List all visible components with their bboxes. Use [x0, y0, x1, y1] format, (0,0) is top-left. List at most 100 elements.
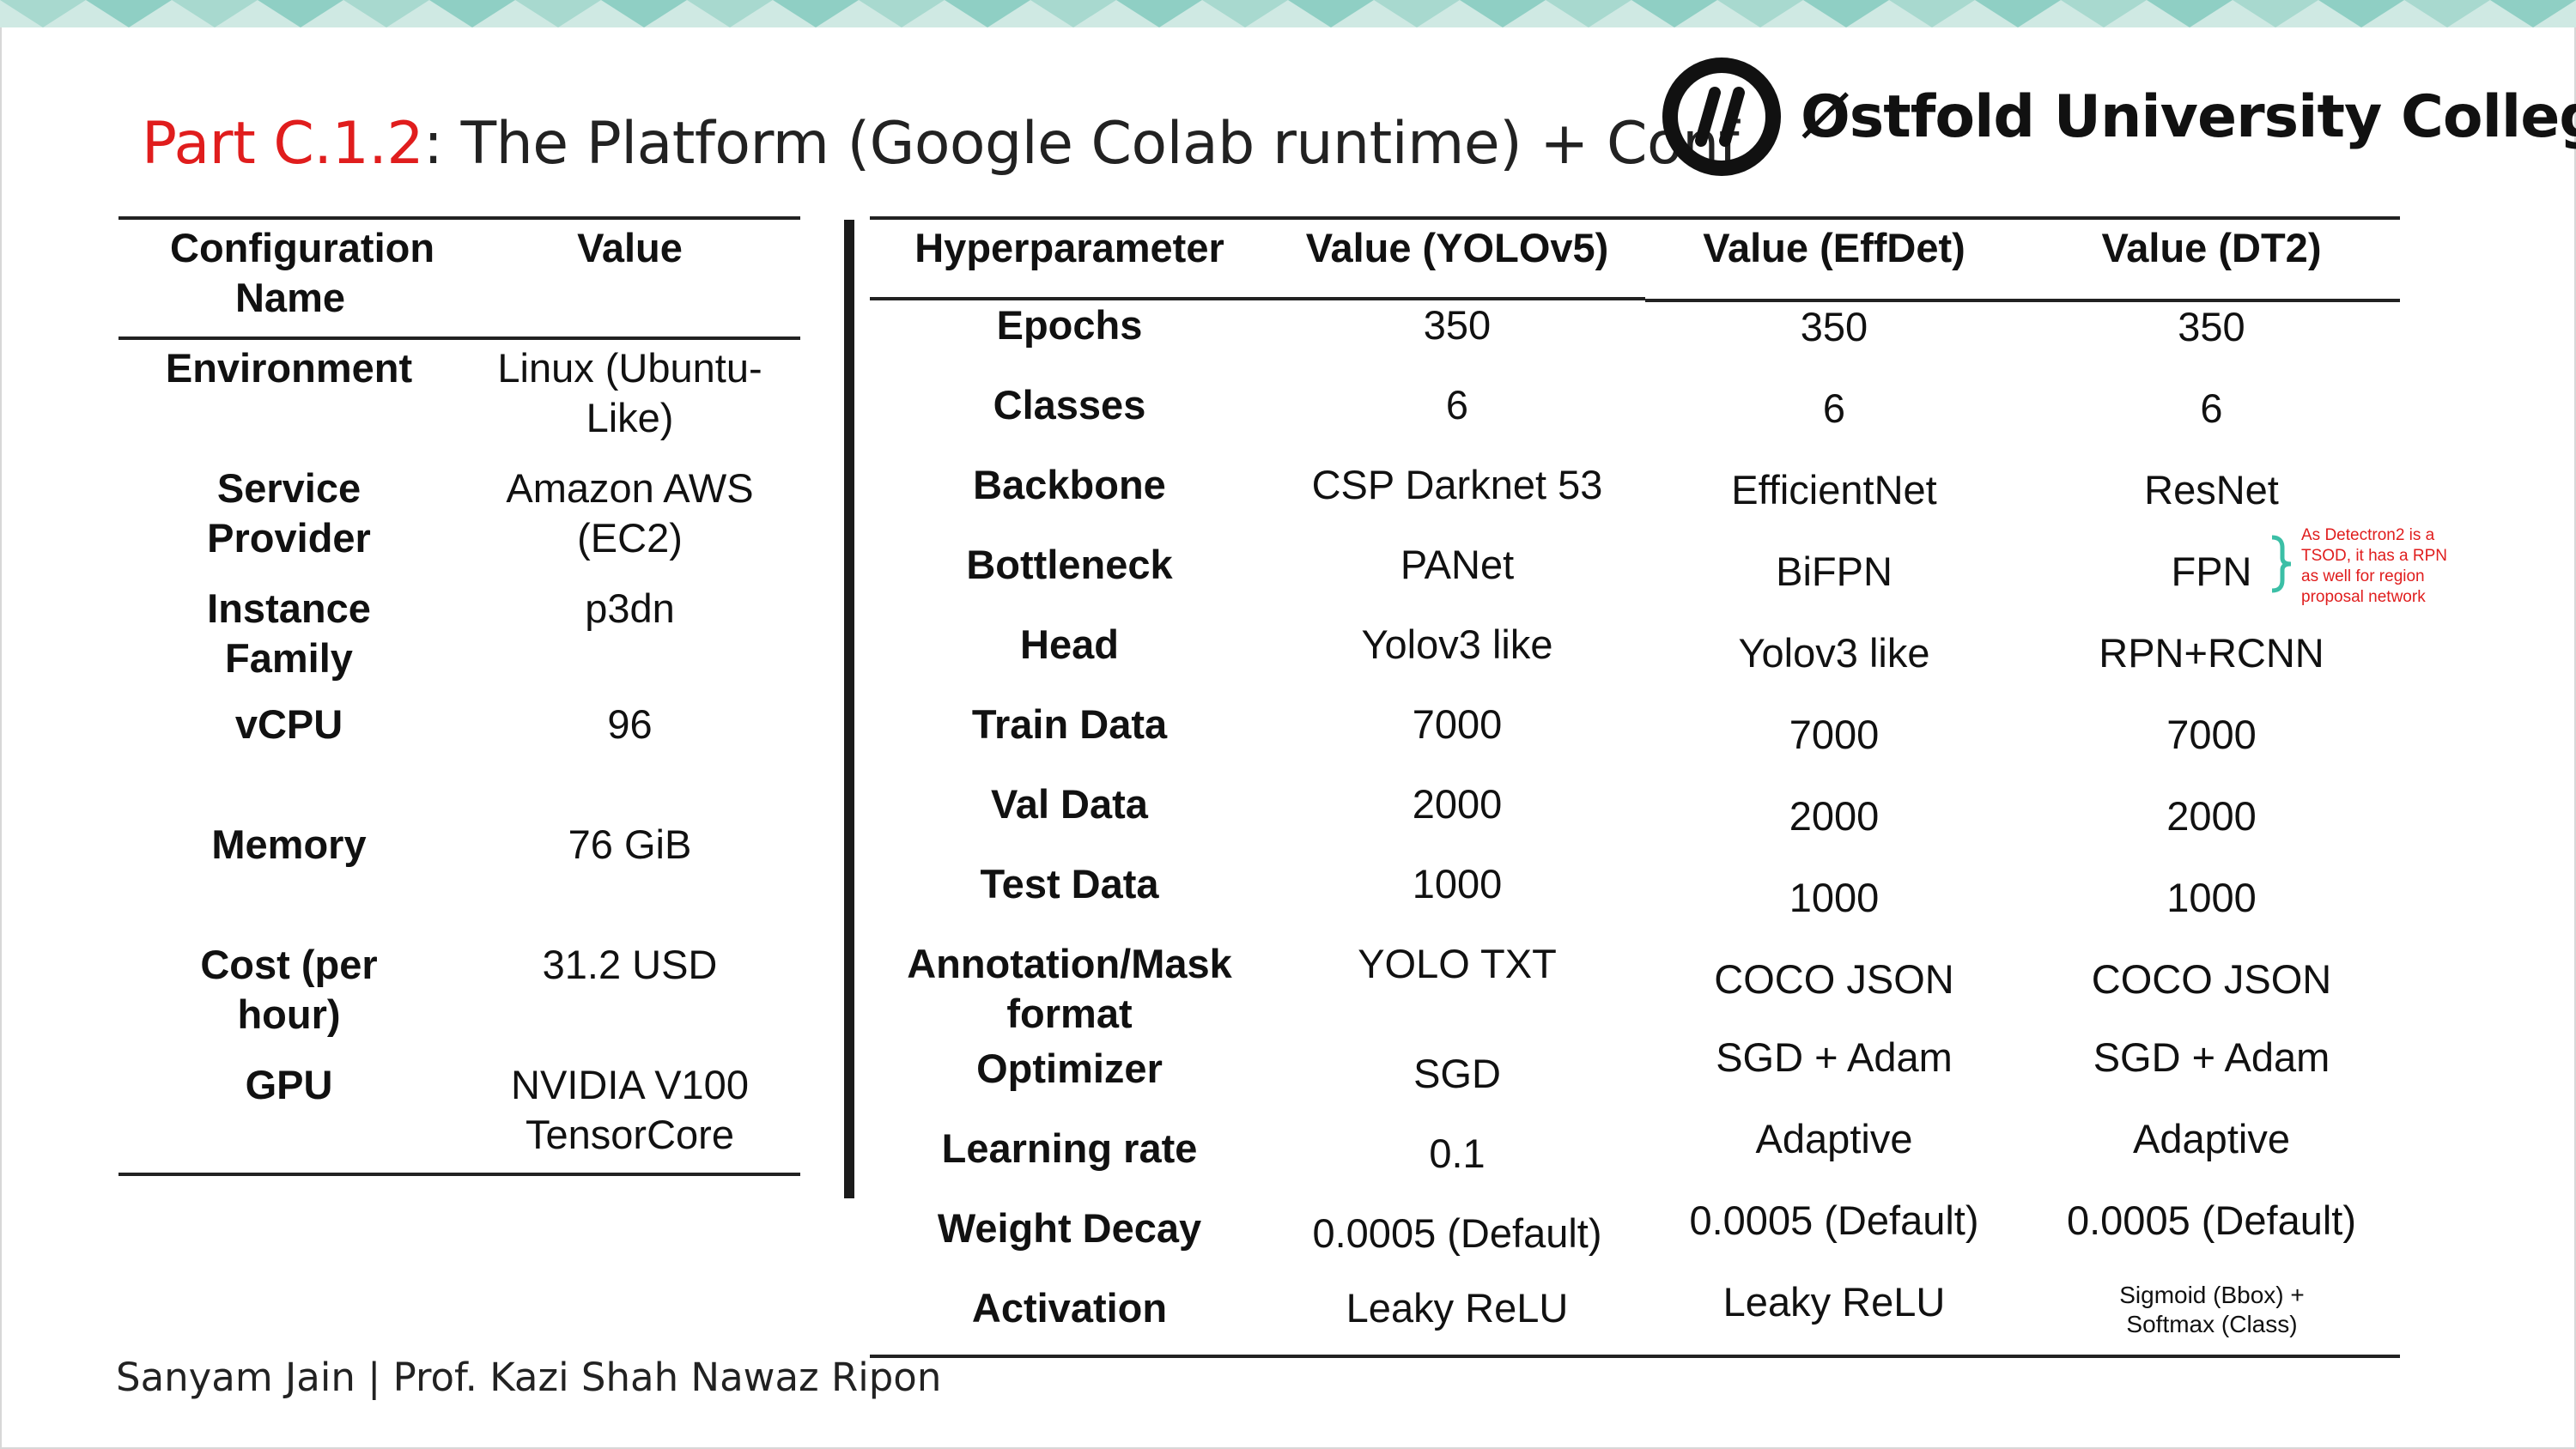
banner-triangle [859, 0, 945, 27]
banner-triangle [1975, 0, 2061, 27]
hyper-header-cell: Value (DT2) [2101, 225, 2322, 270]
banner-triangle [429, 0, 515, 27]
yolov5-value-cell: Leaky ReLU [1346, 1285, 1569, 1331]
banner-triangle [0, 0, 86, 27]
banner-triangle [2147, 0, 2233, 27]
hiof-logo-icon [1662, 58, 1781, 176]
yolov5-value-cell: YOLO TXT [1358, 941, 1557, 986]
banner-triangle [86, 0, 172, 27]
effdet-value-cell: Yolov3 like [1738, 630, 1930, 676]
footer-authors: Sanyam Jain | Prof. Kazi Shah Nawaz Ripo… [116, 1355, 942, 1400]
yolov5-value-cell: 7000 [1412, 701, 1503, 747]
yolov5-value-cell: 1000 [1412, 861, 1503, 906]
banner-triangle [2061, 0, 2147, 27]
effdet-value-cell: 7000 [1789, 712, 1880, 757]
effdet-value-cell: EfficientNet [1731, 467, 1937, 512]
banner-triangle [1546, 0, 1631, 27]
effdet-value-cell: 1000 [1789, 875, 1880, 920]
yolov5-value-cell: Yolov3 like [1361, 621, 1553, 667]
effdet-value-cell: 350 [1800, 304, 1868, 349]
banner-triangle [1202, 0, 1288, 27]
banner-triangle [2490, 0, 2576, 27]
university-logo: Østfold University College [1662, 57, 2576, 177]
banner-triangle [773, 0, 859, 27]
hyper-name-cell: Epochs [996, 302, 1143, 348]
hyper-name-cell: Annotation/Mask format [907, 941, 1232, 1036]
dt2-value-cell: 350 [2178, 304, 2245, 349]
config-header-value: Value [577, 225, 683, 270]
config-value-cell: 31.2 USD [542, 942, 718, 987]
effdet-value-cell: BiFPN [1776, 549, 1893, 594]
effdet-value-cell: Leaky ReLU [1722, 1279, 1946, 1325]
config-table-header-rule [118, 336, 800, 340]
logo-text: Østfold University College [1801, 82, 2576, 151]
banner-triangle [1717, 0, 1803, 27]
hyper-table-header-rule-left [870, 297, 1645, 300]
dt2-value-cell: RPN+RCNN [2099, 630, 2324, 676]
dt2-value-cell: FPN [2171, 549, 2252, 594]
config-value-cell: NVIDIA V100 TensorCore [511, 1062, 749, 1157]
dt2-value-cell: COCO JSON [2091, 956, 2332, 1002]
yolov5-value-cell: SGD [1413, 1051, 1501, 1096]
hyper-header-cell: Value (YOLOv5) [1305, 225, 1609, 270]
yolov5-value-cell: 0.1 [1429, 1131, 1485, 1176]
annotation-note: As Detectron2 is a TSOD, it has a RPN as… [2301, 526, 2447, 606]
dt2-value-cell: SGD + Adam [2093, 1034, 2330, 1080]
hyper-table-header-rule-right [1645, 299, 2400, 302]
banner-triangle [1631, 0, 1717, 27]
dt2-value-cell: ResNet [2144, 467, 2279, 512]
hyper-table-bottom-rule [870, 1355, 2400, 1358]
banner-triangle [945, 0, 1030, 27]
banner-triangle [2233, 0, 2318, 27]
config-name-cell: Memory [211, 822, 367, 867]
config-name-cell: vCPU [234, 701, 343, 747]
dt2-value-cell: 2000 [2166, 793, 2257, 839]
banner-triangle [1889, 0, 1975, 27]
banner-triangle [343, 0, 429, 27]
config-value-cell: 76 GiB [568, 822, 692, 867]
banner-triangle [687, 0, 773, 27]
dt2-value-cell: 6 [2200, 385, 2223, 431]
banner-triangle [1116, 0, 1202, 27]
hyper-header-cell: Value (EffDet) [1703, 225, 1965, 270]
banner-triangle [601, 0, 687, 27]
banner-triangle [1460, 0, 1546, 27]
yolov5-value-cell: 350 [1423, 302, 1492, 348]
banner-triangle [515, 0, 601, 27]
config-table-bottom-rule [118, 1173, 800, 1176]
hyper-name-cell: Classes [993, 382, 1146, 427]
hyper-name-cell: Activation [971, 1285, 1168, 1331]
effdet-value-cell: Adaptive [1755, 1116, 1913, 1161]
hyper-name-cell: Bottleneck [966, 542, 1173, 587]
effdet-value-cell: COCO JSON [1714, 956, 1954, 1002]
banner-triangle [1803, 0, 1889, 27]
config-table-top-rule [118, 216, 800, 220]
hyper-name-cell: Backbone [973, 462, 1166, 507]
config-name-cell: Cost (per hour) [200, 942, 378, 1037]
table-divider [844, 220, 854, 1198]
banner-triangle [1288, 0, 1374, 27]
config-value-cell: 96 [607, 701, 653, 747]
hyper-name-cell: Train Data [971, 701, 1168, 747]
effdet-value-cell: SGD + Adam [1716, 1034, 1953, 1080]
brace-icon [2271, 535, 2292, 593]
slide-title: Part C.1.2: The Platform (Google Colab r… [142, 110, 1740, 178]
yolov5-value-cell: PANet [1400, 542, 1515, 587]
config-value-cell: p3dn [585, 585, 675, 631]
hyper-name-cell: Learning rate [941, 1125, 1198, 1171]
hyper-name-cell: Weight Decay [937, 1205, 1202, 1251]
dt2-value-cell: 0.0005 (Default) [2066, 1197, 2357, 1243]
config-name-cell: GPU [245, 1062, 333, 1107]
config-value-cell: Linux (Ubuntu-Like) [497, 345, 762, 440]
yolov5-value-cell: 2000 [1412, 781, 1503, 827]
yolov5-value-cell: CSP Darknet 53 [1311, 462, 1603, 507]
hyper-name-cell: Head [1020, 621, 1119, 667]
config-name-cell: Environment [165, 345, 413, 391]
banner-triangle [1374, 0, 1460, 27]
hyper-header-cell: Hyperparameter [914, 225, 1224, 270]
decorative-banner [0, 0, 2576, 27]
dt2-value-cell: 7000 [2166, 712, 2257, 757]
yolov5-value-cell: 0.0005 (Default) [1312, 1210, 1602, 1256]
hyper-name-cell: Val Data [991, 781, 1148, 827]
banner-triangle [2404, 0, 2490, 27]
